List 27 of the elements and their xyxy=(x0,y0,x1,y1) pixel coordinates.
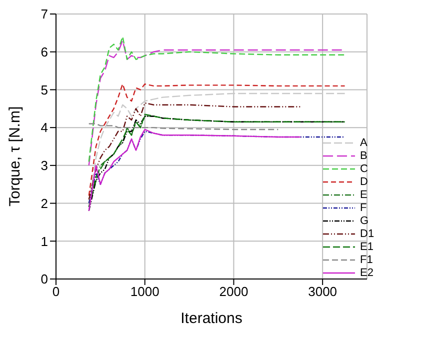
x-tick-label: 0 xyxy=(52,284,60,300)
y-tick-label: 1 xyxy=(40,234,48,249)
y-tick-label: 7 xyxy=(40,6,48,22)
legend-label: D1 xyxy=(360,228,374,240)
legend-label: F1 xyxy=(360,254,373,266)
legend-label: G xyxy=(360,214,369,226)
x-tick-label: 2000 xyxy=(219,284,248,300)
y-tick-label: 3 xyxy=(40,158,48,174)
x-axis-title: Iterations xyxy=(180,310,242,327)
legend-label: E2 xyxy=(360,266,374,278)
legend-label: D xyxy=(360,176,368,188)
line-series xyxy=(88,102,301,200)
y-tick-label: 4 xyxy=(40,120,48,136)
x-tick-label: 1000 xyxy=(130,284,160,300)
legend-label: B xyxy=(360,150,368,162)
legend-label: C xyxy=(360,162,368,174)
y-tick-label: 2 xyxy=(40,196,48,211)
legend-label: F xyxy=(360,202,367,214)
x-tick-label: 3000 xyxy=(308,284,338,300)
y-tick-label: 0 xyxy=(40,272,48,287)
legend-label: E xyxy=(360,188,368,200)
y-tick-label: 6 xyxy=(40,44,48,60)
legend-label: A xyxy=(360,136,368,148)
line-series xyxy=(88,128,301,212)
y-axis-title: Torque, τ [N.m] xyxy=(6,106,24,206)
y-tick-label: 5 xyxy=(40,82,48,98)
legend-label: E1 xyxy=(360,240,374,252)
